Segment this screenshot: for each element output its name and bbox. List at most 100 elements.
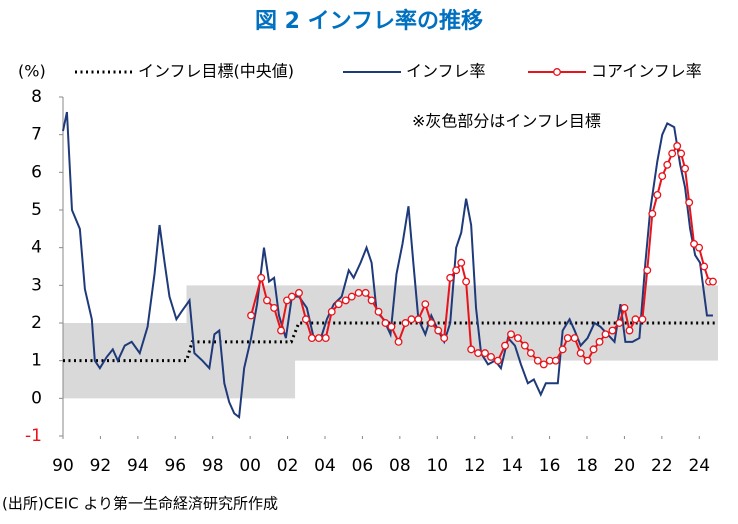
series-marker (700, 262, 709, 271)
series-marker (625, 326, 634, 335)
series-marker (374, 307, 383, 316)
series-marker (381, 319, 390, 327)
series-marker (658, 172, 667, 181)
series-marker (507, 330, 515, 339)
series-marker (643, 266, 652, 275)
x-tick-label: 96 (164, 456, 186, 476)
series-marker (570, 334, 579, 343)
series-marker (663, 160, 672, 169)
series-marker (589, 345, 598, 354)
x-tick-label: 10 (426, 456, 448, 476)
series-marker (481, 349, 489, 358)
x-tick-label: 00 (239, 456, 261, 476)
series-marker (327, 307, 336, 316)
y-tick-label: 1 (31, 351, 42, 371)
series-line (63, 321, 718, 363)
series-marker (401, 319, 410, 327)
x-tick-label: 98 (202, 456, 224, 476)
x-tick-label: 02 (277, 456, 299, 476)
x-tick-label: 22 (651, 456, 673, 476)
series-marker (263, 296, 271, 305)
series-marker (533, 356, 542, 365)
x-tick-label: 94 (127, 456, 149, 476)
series-marker (563, 334, 572, 343)
series-marker (367, 296, 376, 305)
source: (出所)CEIC より第一生命経済研究所作成 (2, 495, 278, 513)
series-marker (583, 356, 592, 365)
legend-label: コアインフレ率 (591, 62, 702, 81)
chart-title: 図 2 インフレ率の推移 (255, 8, 483, 34)
series-marker (620, 303, 629, 312)
y-tick-label: -1 (25, 426, 42, 446)
series-marker (247, 311, 256, 320)
series-marker (407, 315, 416, 324)
series-marker (347, 292, 356, 301)
series-marker (301, 315, 310, 324)
series-marker (595, 337, 604, 346)
series-marker (474, 349, 483, 358)
series-marker (648, 209, 657, 218)
series-marker (690, 239, 698, 248)
x-tick-label: 90 (52, 456, 74, 476)
x-tick-label: 06 (352, 456, 374, 476)
series-marker (677, 149, 686, 158)
series-marker (270, 303, 279, 312)
series-marker (513, 334, 522, 343)
series-marker (526, 349, 535, 358)
series-marker (440, 334, 449, 343)
target-band (63, 285, 718, 399)
series-marker (695, 243, 704, 252)
series-marker (421, 300, 430, 309)
series-marker (462, 277, 471, 286)
x-tick-label: 16 (539, 456, 561, 476)
x-tick-label: 08 (389, 456, 411, 476)
y-tick-label: 4 (31, 238, 42, 258)
series-marker (608, 326, 617, 335)
annotation: ※灰色部分はインフレ目標 (412, 112, 601, 131)
series-marker (576, 349, 585, 358)
series-marker (452, 266, 461, 275)
series-marker (287, 292, 296, 301)
series-marker (501, 341, 509, 350)
series-marker (520, 341, 529, 350)
series-marker (334, 300, 343, 309)
y-unit: (%) (18, 62, 46, 81)
x-tick-label: 04 (314, 456, 336, 476)
series-marker (387, 322, 396, 331)
y-tick-label: 5 (31, 200, 42, 220)
y-tick-label: 3 (31, 275, 42, 295)
series-marker (361, 288, 370, 297)
series-marker (314, 334, 323, 343)
series-marker (638, 315, 647, 324)
y-tick-label: 2 (31, 313, 42, 333)
series-marker (457, 258, 466, 267)
series-marker (307, 334, 316, 343)
series-marker (321, 334, 330, 343)
series-marker (673, 142, 682, 150)
x-tick-label: 92 (90, 456, 112, 476)
x-tick-label: 18 (576, 456, 598, 476)
series-marker (631, 315, 640, 324)
x-tick-label: 12 (464, 456, 486, 476)
y-tick-label: 0 (31, 388, 42, 408)
series-marker (487, 352, 495, 361)
y-tick-label: 8 (31, 87, 42, 107)
series-marker (354, 288, 363, 297)
series-marker (601, 330, 610, 339)
y-tick-label: 7 (31, 125, 42, 145)
series-marker (653, 190, 662, 199)
series-marker (414, 315, 423, 324)
legend-marker (553, 68, 561, 76)
series-marker (539, 360, 548, 369)
series-marker (295, 288, 303, 297)
series-marker (394, 337, 403, 346)
x-tick-label: 14 (501, 456, 523, 476)
series-marker (551, 356, 560, 365)
legend-label: インフレ率 (406, 62, 486, 81)
series-marker (615, 319, 624, 327)
series-marker (681, 164, 690, 173)
series-marker (427, 319, 436, 327)
series-marker (493, 356, 502, 365)
